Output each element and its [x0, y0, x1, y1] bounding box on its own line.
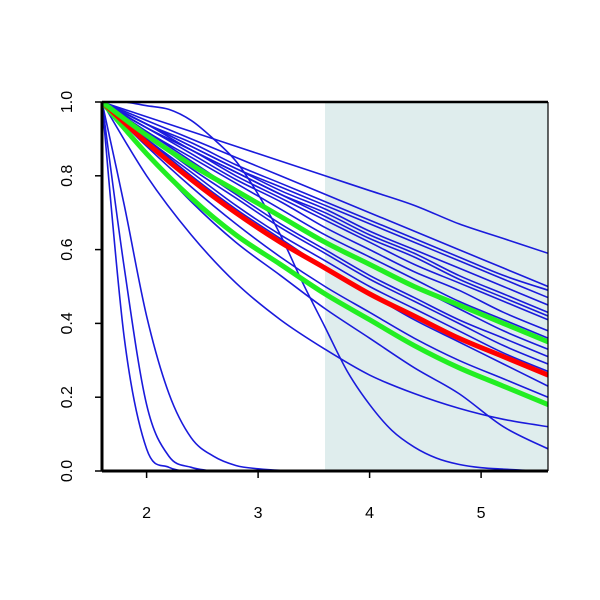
- series-line-21: [102, 102, 548, 299]
- y-tick-label: 0.4: [59, 312, 76, 334]
- y-tick-label: 0.2: [59, 386, 76, 408]
- series-line-6: [102, 102, 548, 398]
- series-line-24: [102, 102, 548, 345]
- series-line-0: [102, 102, 259, 471]
- x-tick-label: 4: [365, 505, 374, 522]
- shaded-region: [325, 102, 548, 471]
- series-line-16: [102, 102, 548, 314]
- series-line-12: [102, 102, 548, 339]
- series-line-23: [102, 102, 548, 378]
- series-line-15: [102, 102, 548, 317]
- plot-area: 2 3 4 5 0.0 0.2 0.4 0.6 0.8 1.0: [59, 91, 549, 522]
- x-tick-label: 2: [142, 505, 151, 522]
- x-tick-label: 5: [477, 505, 486, 522]
- y-tick-label: 0.6: [59, 238, 76, 260]
- series-line-22: [102, 102, 548, 408]
- y-tick-label: 0.8: [59, 165, 76, 187]
- series-line-1: [102, 102, 259, 471]
- y-tick-label: 1.0: [59, 91, 76, 113]
- series-line-18: [102, 102, 548, 291]
- series-line-8: [102, 102, 548, 373]
- series-group: [102, 102, 548, 471]
- series-line-3: [102, 102, 548, 471]
- x-tick-label: 3: [254, 505, 263, 522]
- y-tick-label: 0.0: [59, 460, 76, 482]
- series-line-13: [102, 102, 548, 332]
- series-line-4: [102, 102, 548, 428]
- series-line-20: [102, 102, 548, 288]
- series-line-19: [102, 102, 548, 255]
